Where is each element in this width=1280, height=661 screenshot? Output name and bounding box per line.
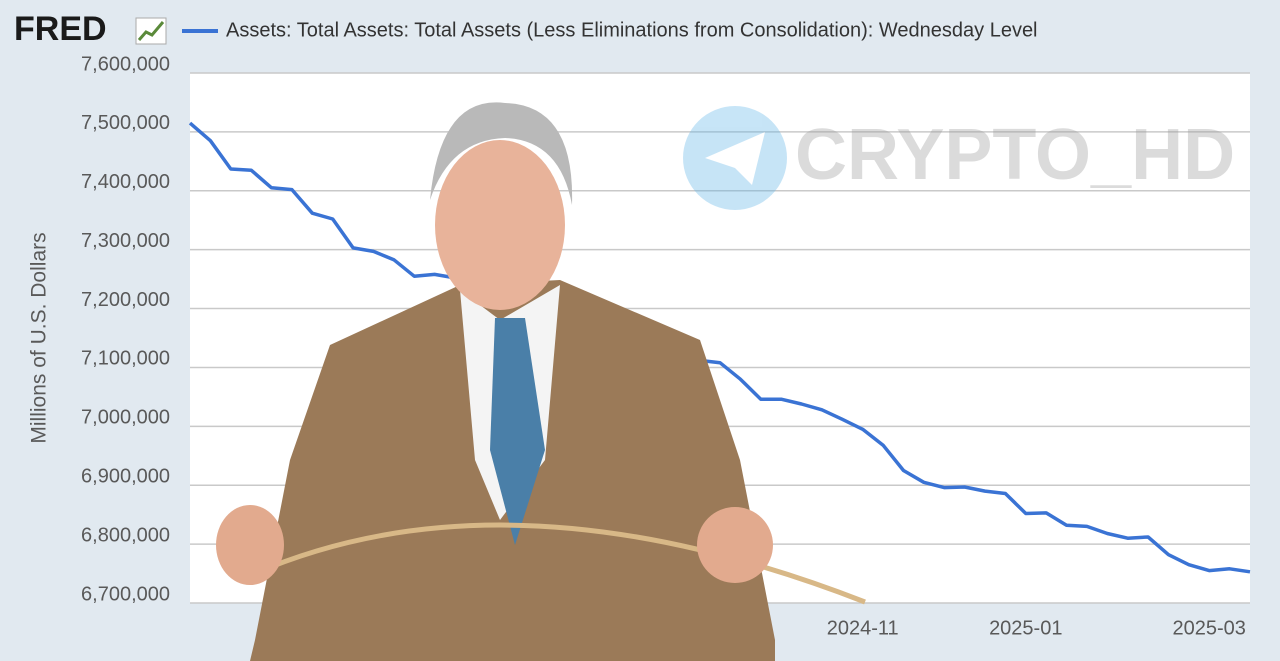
y-tick-label: 7,300,000 (81, 230, 170, 252)
tie (490, 318, 545, 545)
x-tick-label: 2025-01 (989, 617, 1062, 639)
logo-icon-line (137, 21, 165, 41)
plot (188, 121, 1251, 574)
watermark-text: CRYPTO_HD (795, 115, 1235, 195)
hair (430, 102, 573, 205)
y-tick-label: 7,100,000 (81, 348, 170, 370)
hand-left (216, 505, 284, 585)
watermark-plane (705, 132, 765, 185)
y-tick-label: 7,500,000 (81, 112, 170, 134)
watermark: CRYPTO_HD (683, 106, 1235, 210)
y-tick-label: 6,800,000 (81, 524, 170, 546)
y-tick-label: 7,600,000 (81, 53, 170, 75)
series-line (188, 121, 1251, 574)
y-axis-title: Millions of U.S. Dollars (28, 232, 51, 443)
legend-label: Assets: Total Assets: Total Assets (Less… (226, 19, 1038, 41)
photo-overlay (216, 102, 866, 661)
y-tick-label: 7,000,000 (81, 407, 170, 429)
x-tick-label: 2024-11 (827, 617, 899, 639)
hand-right (697, 507, 773, 583)
y-tick-label: 7,200,000 (81, 289, 170, 311)
y-tick-label: 6,700,000 (81, 583, 170, 605)
logo: FRED (14, 10, 167, 48)
y-tick-label: 7,400,000 (81, 171, 170, 193)
x-tick-label: 2025-03 (1173, 617, 1246, 639)
logo-text: FRED (14, 10, 107, 48)
watermark-icon (683, 106, 787, 210)
face (435, 140, 565, 310)
y-tick-label: 6,900,000 (81, 466, 170, 488)
